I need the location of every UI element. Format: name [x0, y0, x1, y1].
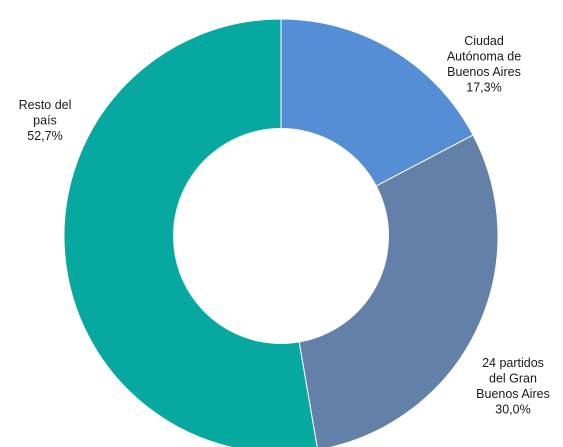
label-caba-line: 17,3% [466, 81, 501, 95]
label-resto-line: 52,7% [27, 129, 62, 143]
label-gba-line: 24 partidos [482, 356, 544, 370]
labels-group: Ciudad Autónoma de Buenos Aires 17,3%24 par… [19, 34, 550, 417]
label-resto-line: país [33, 114, 57, 128]
label-caba-line: Autónoma de [447, 50, 521, 64]
label-caba: Ciudad Autónoma de Buenos Aires 17,3% [447, 34, 521, 95]
donut-hole [173, 128, 389, 344]
label-caba-line: Ciudad [464, 34, 504, 48]
label-gba-line: Buenos Aires [476, 387, 550, 401]
label-caba-line: Buenos Aires [447, 65, 521, 79]
label-gba-line: del Gran [489, 372, 537, 386]
label-gba: 24 partidos del Gran Buenos Aires 30,0% [476, 356, 550, 417]
label-resto-line: Resto del [19, 98, 72, 112]
label-resto: Resto del país 52,7% [19, 98, 72, 143]
label-gba-line: 30,0% [495, 403, 530, 417]
